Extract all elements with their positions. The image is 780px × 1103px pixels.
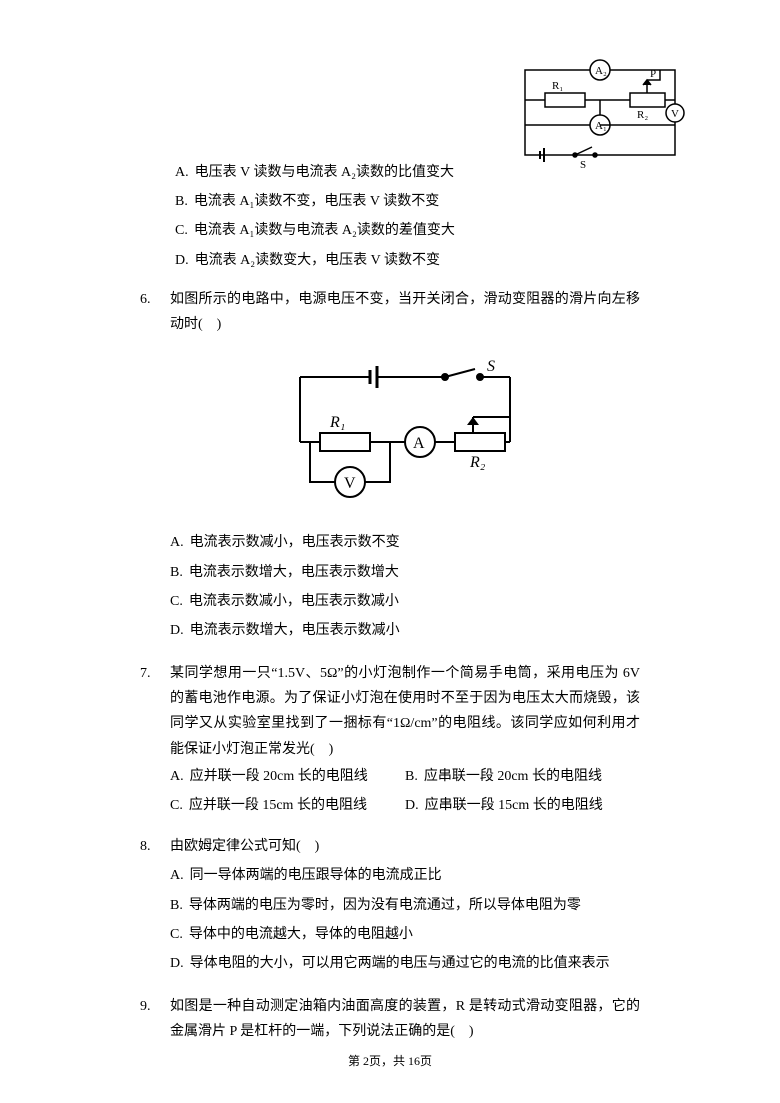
q6-label-a: A xyxy=(413,435,425,452)
q6-option-b-text: 电流表示数增大，电压表示数增大 xyxy=(189,565,399,580)
q6-label-r2: R₂ xyxy=(469,454,486,471)
label-a2: A₂ xyxy=(595,65,607,77)
q8-option-a-text: 同一导体两端的电压跟导体的电流成正比 xyxy=(190,868,442,883)
q7-stem: 某同学想用一只“1.5V、5Ω”的小灯泡制作一个简易手电筒，采用电压为 6V 的… xyxy=(170,661,640,762)
q5-option-a: A.电压表 V 读数与电流表 A₂读数的比值变大 xyxy=(175,160,495,185)
q5-option-c-text: 电流表 A₁读数与电流表 A₂读数的差值变大 xyxy=(194,223,455,238)
q9-number: 9. xyxy=(140,994,170,1044)
q8-option-c-text: 导体中的电流越大，导体的电阻越小 xyxy=(189,927,413,942)
q7-option-b: B.应串联一段 20cm 长的电阻线 xyxy=(405,764,640,789)
q9-stem: 如图是一种自动测定油箱内油面高度的装置，R 是转动式滑动变阻器，它的金属滑片 P… xyxy=(170,994,640,1044)
q5-circuit-diagram: A₂ R₁ P R₂ A₁ V S xyxy=(510,55,690,175)
label-r1: R₁ xyxy=(552,80,563,92)
q8-option-a: A.同一导体两端的电压跟导体的电流成正比 xyxy=(170,863,640,888)
question-9: 9. 如图是一种自动测定油箱内油面高度的装置，R 是转动式滑动变阻器，它的金属滑… xyxy=(140,994,640,1044)
question-6: 6. 如图所示的电路中，电源电压不变，当开关闭合，滑动变阻器的滑片向左移动时( … xyxy=(140,287,640,647)
q8-stem: 由欧姆定律公式可知( ) xyxy=(170,834,640,859)
q7-option-c-text: 应并联一段 15cm 长的电阻线 xyxy=(189,798,367,813)
label-s: S xyxy=(580,159,586,171)
q6-number: 6. xyxy=(140,287,170,647)
q6-stem: 如图所示的电路中，电源电压不变，当开关闭合，滑动变阻器的滑片向左移动时( ) xyxy=(170,287,640,337)
page-footer: 第 2页，共 16页 xyxy=(0,1051,780,1073)
q5-option-d: D.电流表 A₂读数变大，电压表 V 读数不变 xyxy=(175,248,495,273)
q6-label-s: S xyxy=(487,358,495,375)
q6-option-a: A.电流表示数减小，电压表示数不变 xyxy=(170,530,640,555)
q6-option-c-text: 电流表示数减小，电压表示数减小 xyxy=(189,594,399,609)
q5-option-b: B.电流表 A₁读数不变，电压表 V 读数不变 xyxy=(175,189,495,214)
label-a1: A₁ xyxy=(595,120,607,132)
q6-option-d-text: 电流表示数增大，电压表示数减小 xyxy=(190,623,400,638)
q8-option-d: D.导体电阻的大小，可以用它两端的电压与通过它的电流的比值来表示 xyxy=(170,951,640,976)
label-p: P xyxy=(650,68,656,80)
q8-option-b-text: 导体两端的电压为零时，因为没有电流通过，所以导体电阻为零 xyxy=(189,898,581,913)
q8-option-d-text: 导体电阻的大小，可以用它两端的电压与通过它的电流的比值来表示 xyxy=(190,956,610,971)
q7-option-a-text: 应并联一段 20cm 长的电阻线 xyxy=(190,769,368,784)
q5-options: A.电压表 V 读数与电流表 A₂读数的比值变大 B.电流表 A₁读数不变，电压… xyxy=(175,160,495,273)
q6-label-r1: R₁ xyxy=(329,414,345,431)
q6-circuit-diagram: S R₁ A R₂ V xyxy=(170,357,640,516)
q7-option-c: C.应并联一段 15cm 长的电阻线 xyxy=(170,793,405,818)
q6-option-a-text: 电流表示数减小，电压表示数不变 xyxy=(190,535,400,550)
q6-option-c: C.电流表示数减小，电压表示数减小 xyxy=(170,589,640,614)
label-r2: R₂ xyxy=(637,109,648,121)
q8-number: 8. xyxy=(140,834,170,980)
label-v: V xyxy=(671,108,679,120)
q7-option-d-text: 应串联一段 15cm 长的电阻线 xyxy=(425,798,603,813)
q6-option-b: B.电流表示数增大，电压表示数增大 xyxy=(170,560,640,585)
q7-number: 7. xyxy=(140,661,170,820)
q6-label-v: V xyxy=(344,475,356,492)
q5-option-b-text: 电流表 A₁读数不变，电压表 V 读数不变 xyxy=(194,194,439,209)
q5-option-c: C.电流表 A₁读数与电流表 A₂读数的差值变大 xyxy=(175,218,495,243)
q5-option-a-text: 电压表 V 读数与电流表 A₂读数的比值变大 xyxy=(195,165,454,180)
q7-option-d: D.应串联一段 15cm 长的电阻线 xyxy=(405,793,640,818)
page: A₂ R₁ P R₂ A₁ V S A.电压表 V 读数与电流表 A₂读数的比值… xyxy=(0,0,780,1103)
q8-option-b: B.导体两端的电压为零时，因为没有电流通过，所以导体电阻为零 xyxy=(170,893,640,918)
q5-option-d-text: 电流表 A₂读数变大，电压表 V 读数不变 xyxy=(195,253,440,268)
q6-option-d: D.电流表示数增大，电压表示数减小 xyxy=(170,618,640,643)
q7-option-a: A.应并联一段 20cm 长的电阻线 xyxy=(170,764,405,789)
q7-option-b-text: 应串联一段 20cm 长的电阻线 xyxy=(424,769,602,784)
question-7: 7. 某同学想用一只“1.5V、5Ω”的小灯泡制作一个简易手电筒，采用电压为 6… xyxy=(140,661,640,820)
question-8: 8. 由欧姆定律公式可知( ) A.同一导体两端的电压跟导体的电流成正比 B.导… xyxy=(140,834,640,980)
q8-option-c: C.导体中的电流越大，导体的电阻越小 xyxy=(170,922,640,947)
